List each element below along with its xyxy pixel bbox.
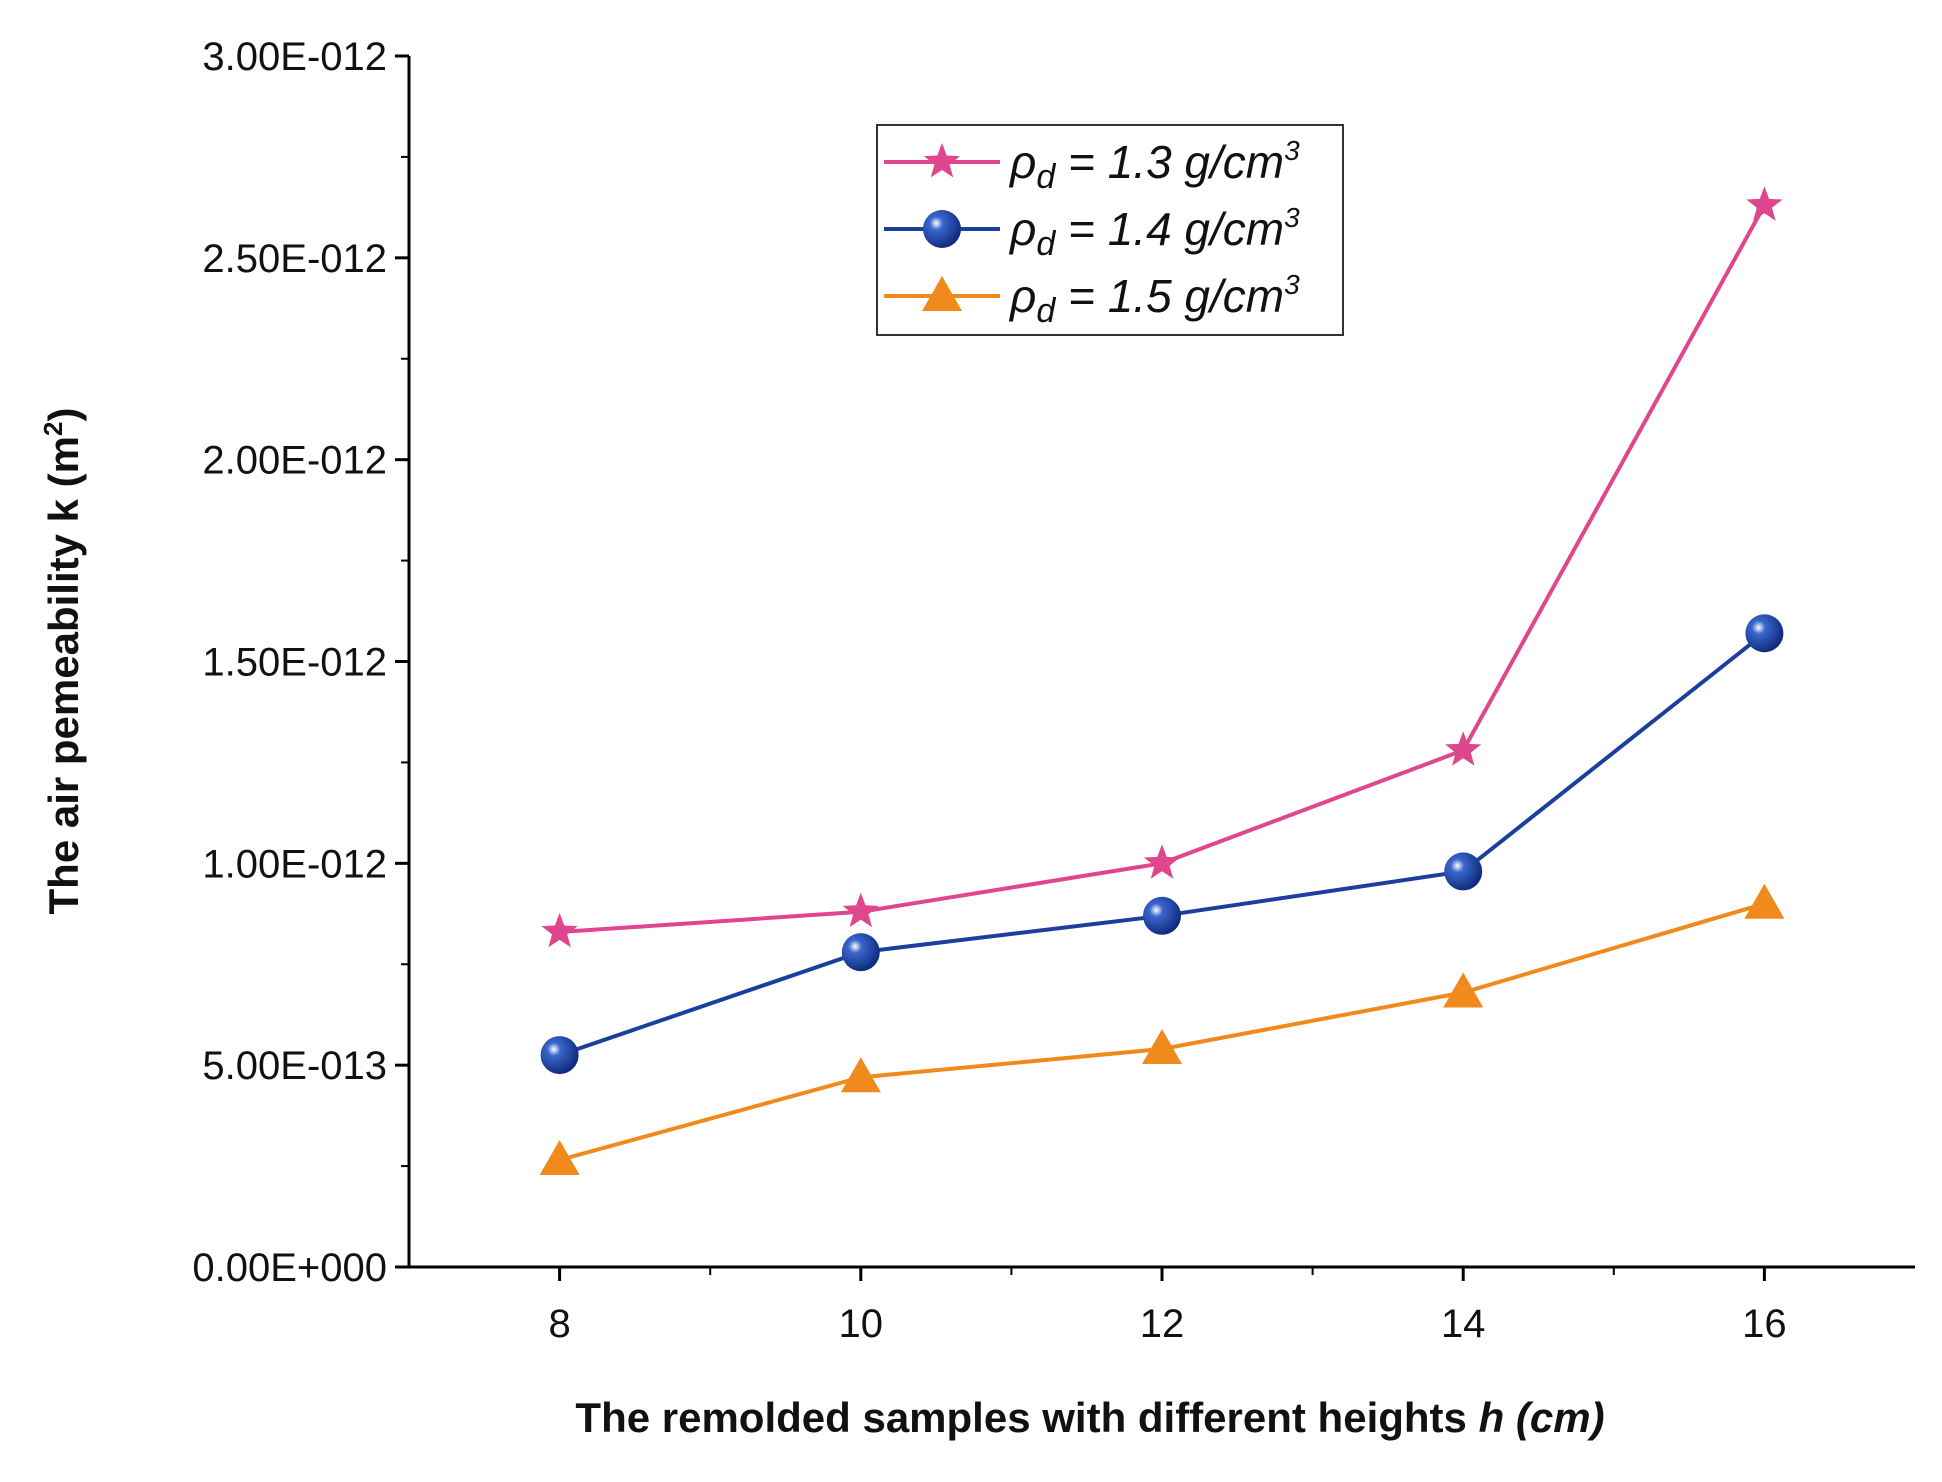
data-point bbox=[539, 1140, 580, 1176]
legend-marker bbox=[923, 143, 961, 178]
series-group bbox=[539, 186, 1785, 1176]
y-tick-label: 2.00E-012 bbox=[202, 439, 387, 483]
x-tick-label: 8 bbox=[548, 1302, 570, 1346]
data-point bbox=[841, 933, 880, 972]
y-axis-label: The air pemeability k (m2) bbox=[38, 408, 87, 915]
x-tick-label: 10 bbox=[839, 1302, 884, 1346]
axes: 0.00E+000 5.00E-013 1.00E-012 1.50E-012 2.00… bbox=[192, 35, 1915, 1346]
data-point bbox=[1142, 1029, 1182, 1065]
data-point bbox=[1143, 896, 1181, 935]
y-tick-label: 5.00E-013 bbox=[202, 1044, 387, 1088]
legend-item: ρd = 1.3 g/cm3 bbox=[884, 135, 1300, 196]
data-point bbox=[1444, 852, 1483, 891]
y-tick-label: 2.50E-012 bbox=[202, 237, 387, 281]
data-point bbox=[840, 1057, 881, 1093]
x-axis-label: The remolded samples with different heig… bbox=[575, 1394, 1604, 1441]
legend-item: ρd = 1.5 g/cm3 bbox=[884, 269, 1300, 330]
data-point bbox=[1445, 731, 1482, 766]
data-point bbox=[1745, 614, 1784, 653]
data-point bbox=[842, 892, 879, 928]
legend-item: ρd = 1.4 g/cm3 bbox=[884, 202, 1300, 263]
y-tick-label: 3.00E-012 bbox=[202, 35, 387, 79]
legend-label: ρd = 1.5 g/cm3 bbox=[1008, 269, 1300, 330]
data-point bbox=[1443, 972, 1484, 1008]
legend-label: ρd = 1.3 g/cm3 bbox=[1008, 135, 1300, 196]
legend-label: ρd = 1.4 g/cm3 bbox=[1008, 202, 1300, 263]
x-tick-label: 12 bbox=[1140, 1302, 1185, 1346]
x-tick-label: 16 bbox=[1742, 1302, 1787, 1346]
data-point bbox=[540, 1036, 579, 1075]
data-point bbox=[541, 913, 578, 948]
legend-marker bbox=[922, 276, 962, 311]
y-tick-label: 1.50E-012 bbox=[202, 641, 387, 685]
series-star bbox=[541, 186, 1783, 948]
data-point bbox=[1143, 844, 1181, 879]
x-tick-label: 14 bbox=[1441, 1302, 1486, 1346]
legend-marker bbox=[923, 210, 961, 248]
data-point bbox=[1746, 186, 1783, 221]
series-line bbox=[558, 631, 1766, 1057]
series-sphere bbox=[540, 614, 1784, 1075]
data-point bbox=[1744, 883, 1785, 919]
y-tick-label: 1.00E-012 bbox=[202, 842, 387, 886]
y-tick-label: 0.00E+000 bbox=[192, 1246, 387, 1290]
series-triangle bbox=[539, 883, 1785, 1176]
